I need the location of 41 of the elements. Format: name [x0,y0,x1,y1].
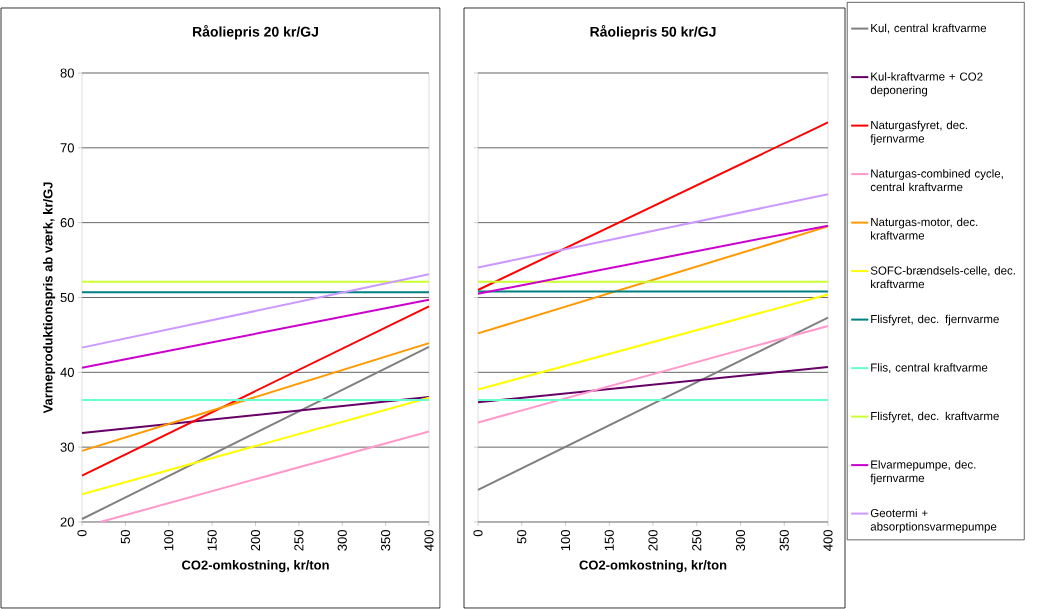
legend-label: Kul-kraftvarme + CO2 deponering [870,72,983,97]
x-tick-label: 250 [692,530,702,551]
chart-title: Råoliepris 20 kr/GJ [193,25,318,40]
x-tick-label: 50 [120,530,130,544]
chart-title: Råoliepris 50 kr/GJ [590,25,716,40]
legend-label: Flisfyret, dec. kraftvarme [871,411,999,423]
x-tick-label: 300 [337,530,347,551]
x-tick-label: 250 [294,530,304,551]
x-axis-title: CO2-omkostning, kr/ton [182,560,329,573]
y-tick-label: 50 [60,292,74,303]
legend-label: Naturgas-motor, dec. kraftvarme [871,217,978,240]
y-tick-label: 40 [60,367,74,377]
y-tick-label: 20 [60,517,74,527]
y-axis-title: Varmeproduktionspris ab værk, kr/GJ [43,182,56,414]
x-tick-label: 0 [473,530,483,537]
legend-label: Naturgasfyret, dec. fjernvarme [870,120,968,145]
legend-label: Flis, central kraftvarme [871,363,988,373]
x-tick-label: 350 [779,530,789,551]
y-tick-label: 60 [60,218,74,228]
x-tick-label: 350 [381,530,391,551]
y-tick-label: 80 [60,68,74,78]
x-tick-label: 300 [735,530,746,551]
legend-label: Geotermi + absorptionsvarmepumpe [870,508,997,533]
x-tick-label: 400 [424,530,434,551]
y-tick-label: 30 [60,442,74,452]
x-tick-label: 400 [823,530,833,551]
legend-label: Elvarmepumpe, dec. fjernvarme [870,460,976,485]
x-tick-label: 50 [517,530,527,544]
x-tick-label: 200 [648,530,658,551]
legend-label: Naturgas-combined cycle, central kraftvarme [870,169,1003,192]
x-tick-label: 100 [164,530,174,551]
x-axis-title: CO2-omkostning, kr/ton [579,560,727,573]
x-tick-label: 150 [604,530,614,551]
y-tick-label: 70 [60,143,74,153]
x-tick-label: 150 [207,530,217,551]
x-tick-label: 100 [560,530,571,551]
legend-label: SOFC-brændsels-celle, dec. kraftvarme [870,266,1015,289]
x-tick-label: 0 [77,530,87,537]
legend-label: Flisfyret, dec. fjernvarme [871,314,999,326]
x-tick-label: 200 [250,530,261,551]
legend-label: Kul, central kraftvarme [871,23,987,34]
